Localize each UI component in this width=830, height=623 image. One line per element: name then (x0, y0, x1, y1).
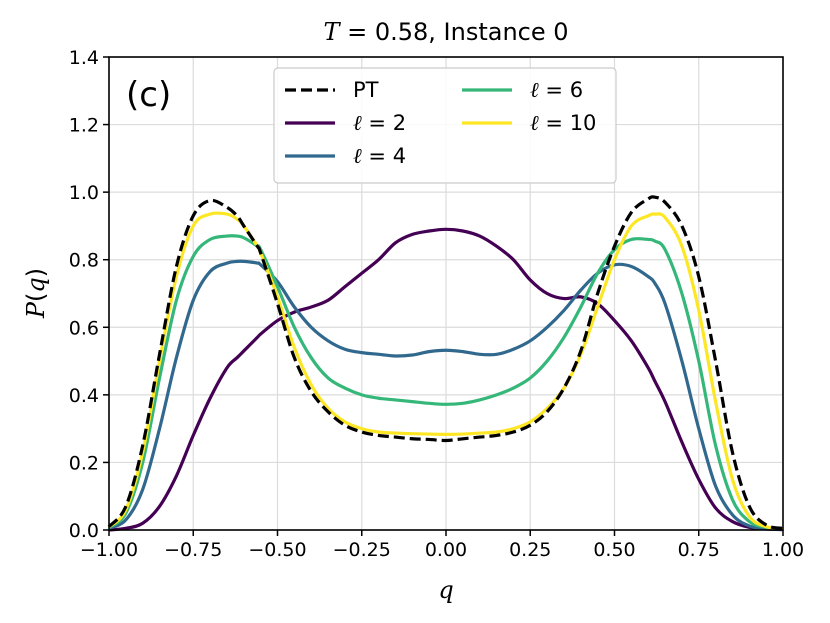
legend-box (273, 67, 617, 184)
legend-label-l-10: ℓ = 10 (530, 111, 596, 135)
y-label-arg: q (22, 277, 50, 292)
series-line-pt (107, 195, 784, 530)
y-tick-label: 1.4 (69, 47, 99, 69)
legend-label-text: = 10 (539, 111, 597, 135)
legend-label-pt: PT (353, 78, 379, 102)
legend-label-var: ℓ (353, 111, 362, 135)
x-tick-label: −1.00 (80, 539, 138, 561)
x-tick-label: 0.50 (593, 539, 635, 561)
legend-label-l-2: ℓ = 2 (353, 111, 406, 135)
series-layer (107, 195, 784, 532)
y-tick-label: 0.4 (69, 385, 99, 407)
legend-label-l-6: ℓ = 6 (530, 78, 583, 102)
x-axis-label: q (438, 576, 453, 604)
panel-label: (c) (126, 75, 171, 115)
y-tick-label: 0.0 (69, 520, 99, 542)
legend: PTℓ = 2ℓ = 4ℓ = 6ℓ = 10 (273, 67, 617, 184)
y-tick-label: 0.8 (69, 250, 99, 272)
y-tick-label: 0.2 (69, 452, 99, 474)
title-rest: = 0.58, Instance 0 (339, 18, 568, 46)
legend-label-var: ℓ (353, 144, 362, 168)
y-label-var: P (22, 301, 50, 319)
x-tick-label: −0.50 (248, 539, 306, 561)
y-tick-label: 1.2 (69, 115, 99, 137)
legend-label-l-4: ℓ = 4 (353, 144, 406, 168)
chart-title: T = 0.58, Instance 0 (323, 18, 568, 46)
y-label-open: ( (22, 293, 50, 302)
legend-label-text: PT (353, 78, 379, 102)
series-line-l-2 (108, 227, 784, 532)
legend-label-var: ℓ (530, 78, 539, 102)
title-variable: T (323, 18, 341, 46)
series-line-l-6 (107, 234, 784, 531)
legend-label-text: = 4 (362, 144, 406, 168)
x-tick-label: −0.25 (333, 539, 391, 561)
y-tick-label: 0.6 (69, 317, 99, 339)
legend-label-text: = 6 (539, 78, 583, 102)
series-line-l-10 (107, 211, 784, 531)
x-tick-label: 1.00 (762, 539, 804, 561)
x-tick-label: 0.00 (425, 539, 467, 561)
legend-label-var: ℓ (530, 111, 539, 135)
y-axis-label: P(q) (22, 268, 50, 319)
series-line-l-4 (108, 259, 784, 531)
x-tick-label: 0.75 (678, 539, 720, 561)
x-tick-label: −0.75 (164, 539, 222, 561)
y-label-close: ) (22, 268, 50, 277)
legend-label-text: = 2 (362, 111, 406, 135)
y-tick-label: 1.0 (69, 182, 99, 204)
x-tick-label: 0.25 (509, 539, 551, 561)
ticks: −1.00 −0.75 −0.50 −0.25 0.00 0.25 0.50 0.75 1.00… (69, 47, 804, 561)
